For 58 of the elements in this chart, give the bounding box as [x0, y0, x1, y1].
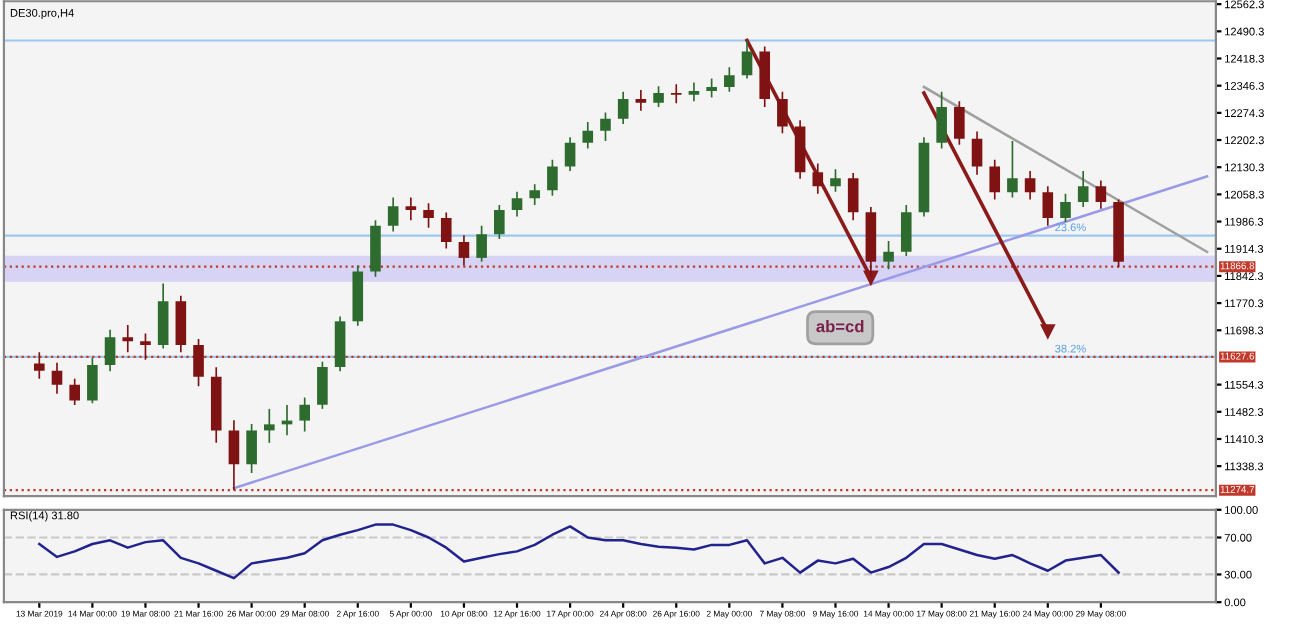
candlestick	[1060, 192, 1071, 223]
candlestick	[69, 377, 80, 406]
candlestick	[847, 172, 859, 222]
candlestick	[334, 315, 346, 372]
candlestick	[971, 130, 983, 176]
candlestick	[954, 100, 965, 146]
candlestick	[777, 91, 788, 135]
candlestick	[564, 136, 576, 172]
annotation: ab=cd	[816, 320, 864, 333]
candlestick	[724, 66, 735, 93]
candlestick	[511, 191, 523, 218]
candlestick	[600, 111, 611, 142]
candlestick	[1077, 170, 1089, 208]
candlestick	[34, 351, 45, 380]
candlestick	[157, 282, 169, 350]
candlestick	[900, 204, 912, 257]
candlestick	[1042, 185, 1054, 227]
candlestick	[264, 408, 275, 444]
candlestick	[1007, 140, 1018, 199]
candlestick	[812, 162, 824, 195]
candlestick	[830, 168, 841, 193]
candlestick	[104, 328, 116, 372]
candlestick	[936, 91, 947, 150]
candlestick	[883, 240, 894, 271]
candlestick	[122, 324, 134, 354]
candlestick	[193, 338, 204, 388]
candlestick	[299, 396, 311, 433]
candlestick	[246, 423, 257, 474]
candlestick	[759, 45, 771, 108]
candlestick	[476, 224, 487, 263]
candlestick	[405, 196, 417, 222]
candlestick	[688, 81, 700, 103]
candlestick	[423, 202, 434, 229]
candlestick	[794, 119, 806, 180]
candlestick	[370, 219, 381, 278]
candlestick	[635, 89, 647, 112]
candlestick	[440, 211, 452, 250]
candlestick	[87, 357, 98, 405]
candlestick	[670, 83, 682, 104]
candlestick	[989, 158, 1001, 201]
candlestick	[317, 360, 328, 410]
candlestick	[706, 77, 717, 99]
candlestick	[387, 196, 399, 233]
candlestick	[1024, 170, 1036, 201]
candlestick	[1095, 179, 1107, 210]
candlestick	[175, 294, 187, 354]
candlestick	[140, 332, 151, 361]
candlestick	[529, 183, 541, 206]
candlestick	[741, 39, 753, 80]
candlestick	[228, 419, 240, 491]
candlestick	[494, 204, 505, 240]
candlestick	[51, 362, 63, 395]
line-series	[38, 523, 1120, 580]
candlestick	[653, 85, 664, 108]
candlestick	[617, 91, 629, 125]
candlestick	[582, 121, 594, 150]
candlestick	[547, 158, 558, 197]
candlestick	[458, 234, 470, 267]
